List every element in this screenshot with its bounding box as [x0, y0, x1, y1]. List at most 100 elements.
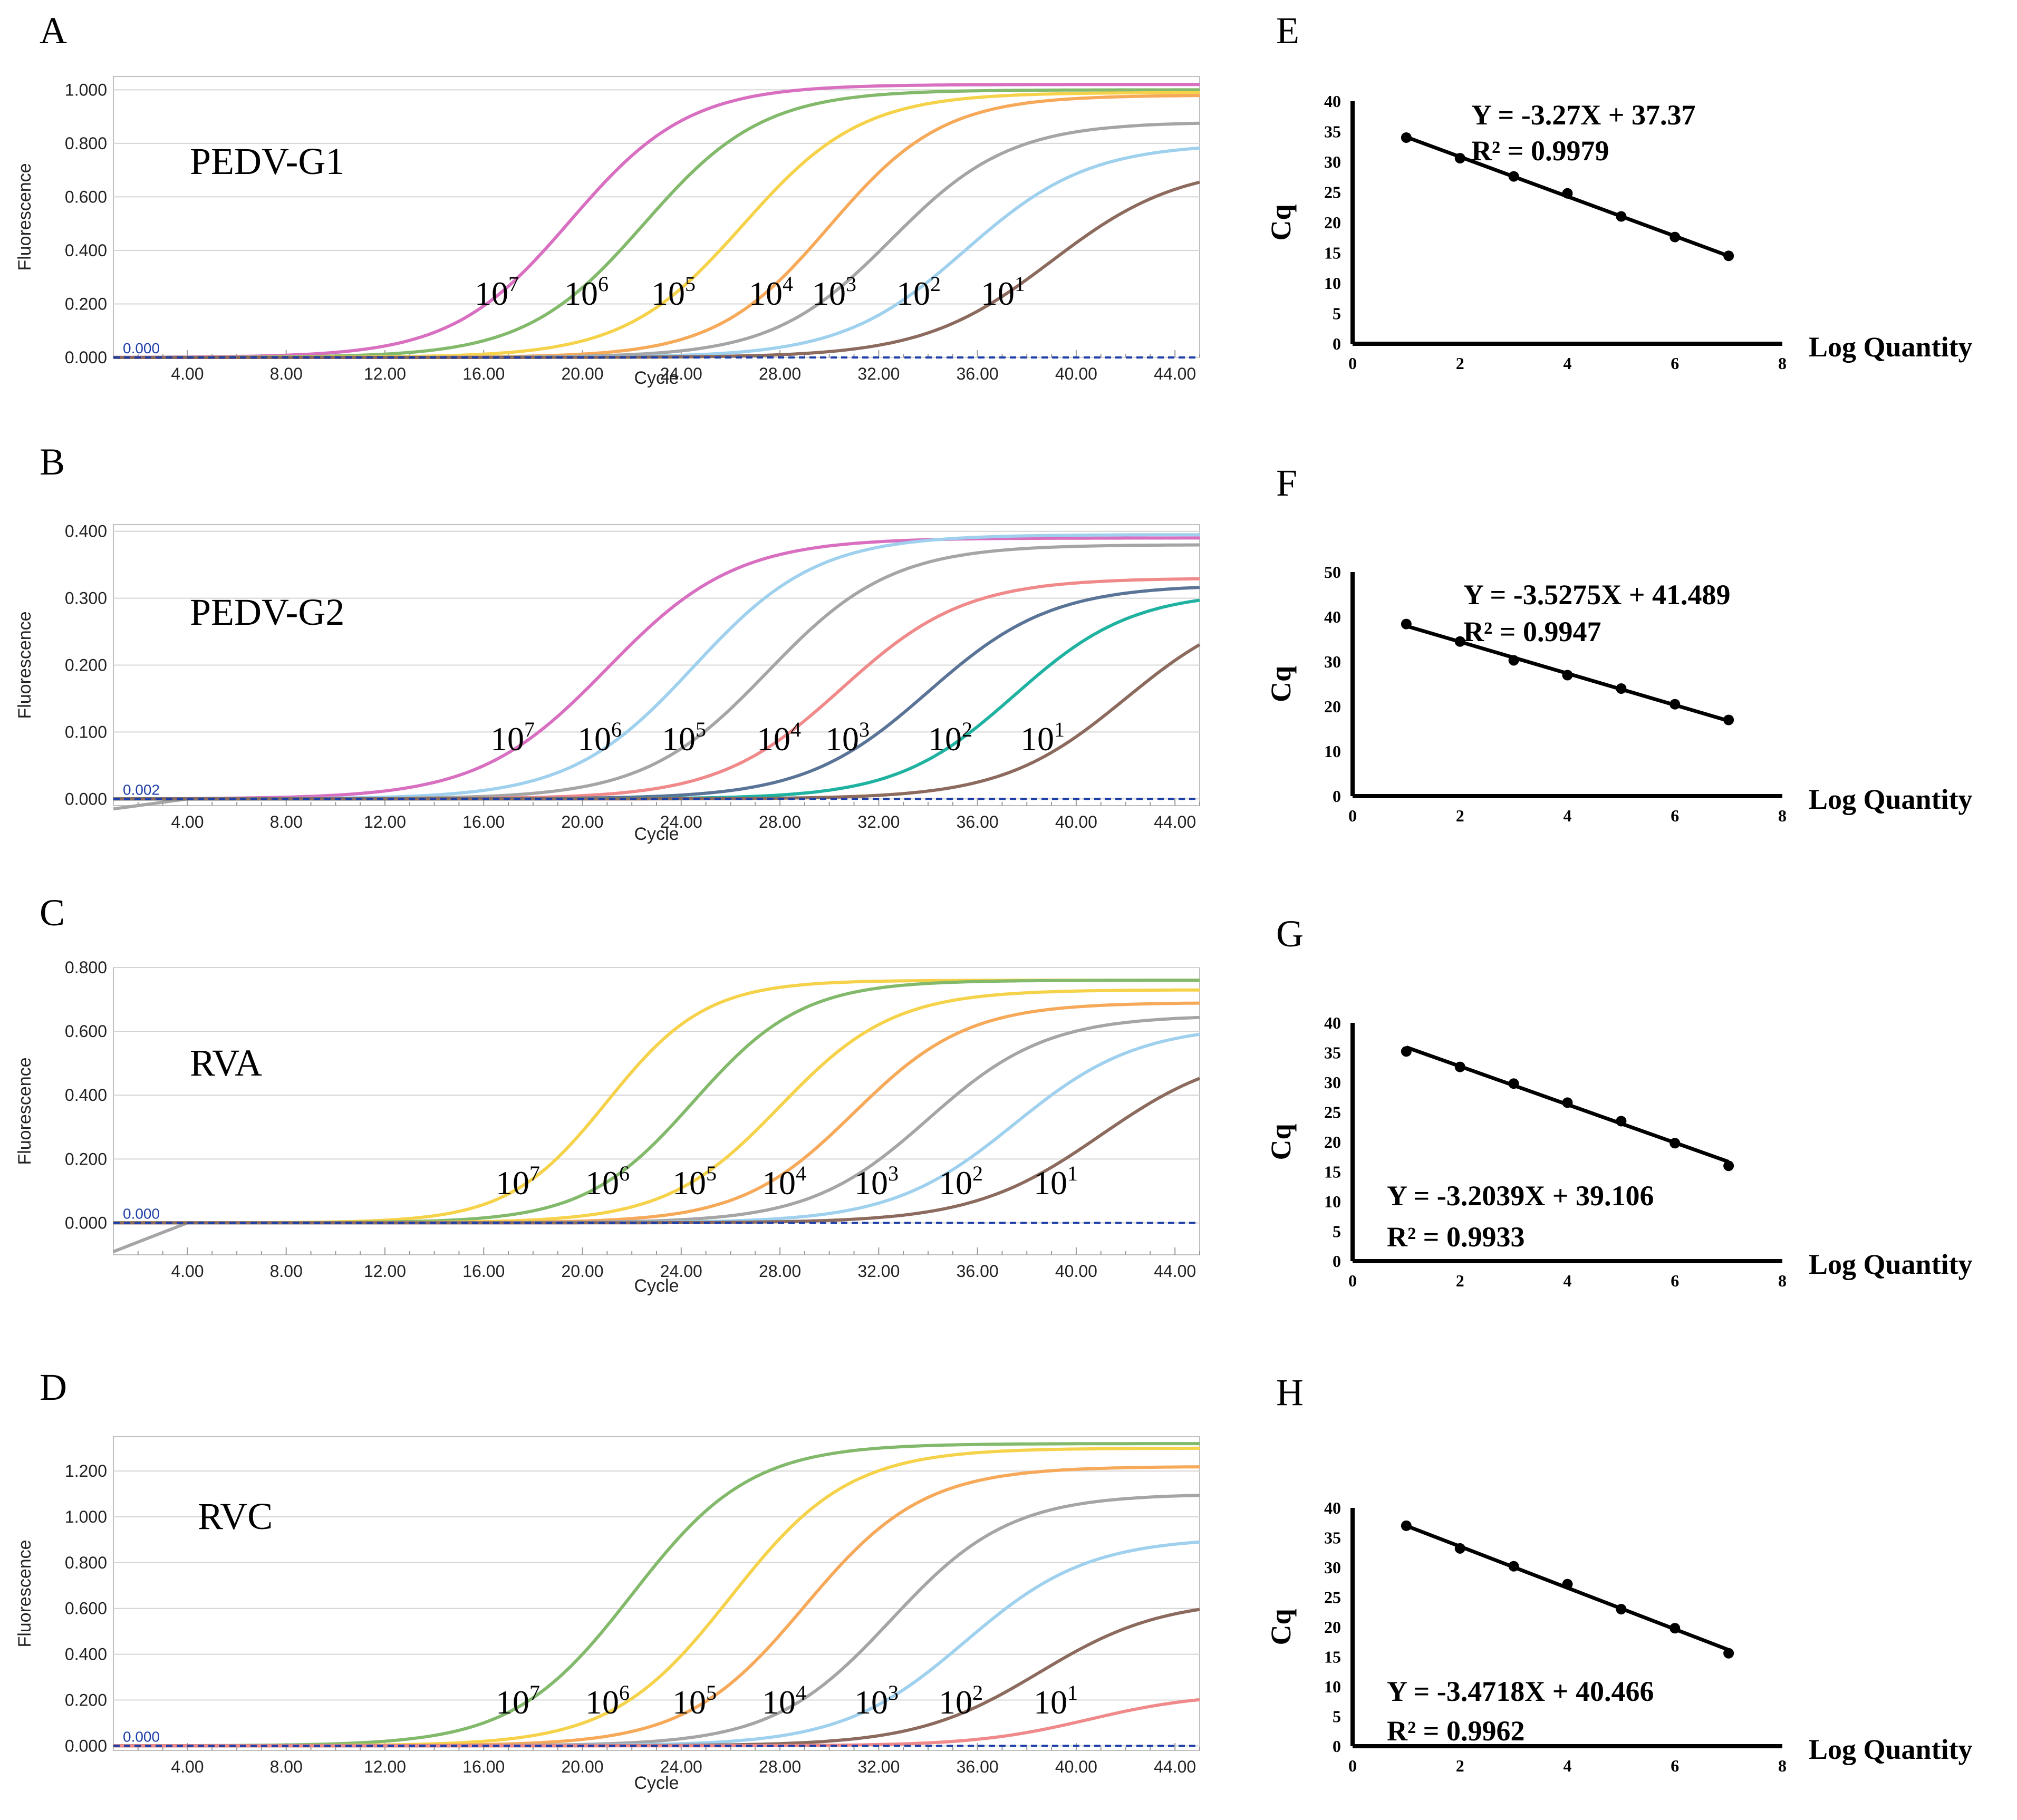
- x-tick-label: 28.00: [759, 1262, 801, 1281]
- concentration-base: 10: [762, 1683, 796, 1721]
- r-squared: R² = 0.9933: [1387, 1221, 1524, 1253]
- y-tick-label: 1.000: [65, 1507, 107, 1526]
- concentration-base: 10: [939, 1164, 972, 1202]
- concentration-base: 10: [854, 1683, 888, 1721]
- data-point: [1669, 1623, 1681, 1634]
- data-point: [1401, 132, 1412, 143]
- plot-area: [113, 1436, 1200, 1751]
- concentration-exponent: 5: [696, 718, 706, 741]
- x-tick-label: 28.00: [759, 812, 801, 831]
- y-axis-label: Cq: [1265, 666, 1297, 702]
- concentration-label: 104: [762, 1161, 806, 1202]
- concentration-label: 101: [1020, 718, 1065, 758]
- concentration-exponent: 3: [846, 272, 856, 296]
- concentration-exponent: 6: [619, 1681, 630, 1705]
- x-tick-label: 16.00: [462, 364, 505, 383]
- y-tick-label: 0.800: [65, 1553, 107, 1572]
- concentration-label: 103: [854, 1161, 899, 1202]
- x-tick-label: 12.00: [364, 812, 406, 831]
- x-tick-label: 16.00: [462, 812, 505, 831]
- concentration-exponent: 7: [529, 1161, 540, 1185]
- concentration-base: 10: [757, 720, 790, 758]
- y-tick-label: 0: [1333, 1252, 1341, 1271]
- y-tick-label: 5: [1333, 304, 1341, 323]
- x-tick-label: 44.00: [1154, 1757, 1196, 1776]
- threshold-label: 0.000: [123, 1205, 160, 1222]
- concentration-exponent: 3: [888, 1681, 899, 1705]
- y-tick-label: 5: [1333, 1222, 1341, 1241]
- x-axis-label: Cycle: [634, 824, 679, 844]
- x-tick-label: 8: [1778, 354, 1787, 373]
- amplification-panel-D: D 0.000 0.200 0.400 0.600 0.800 1.000 1.200 4.00…: [15, 1366, 1200, 1793]
- r-squared: R² = 0.9962: [1387, 1715, 1524, 1747]
- y-tick-label: 0.400: [65, 1645, 107, 1664]
- x-tick-label: 20.00: [562, 812, 604, 831]
- x-tick-label: 12.00: [364, 1262, 406, 1281]
- x-tick-label: 36.00: [957, 364, 999, 383]
- y-tick-label: 40: [1324, 607, 1341, 626]
- x-tick-label: 4.00: [171, 364, 204, 383]
- concentration-label: 107: [496, 1161, 540, 1202]
- x-axis-label: Log Quantity: [1809, 783, 1973, 815]
- y-axis-label: Cq: [1265, 1124, 1297, 1160]
- concentration-base: 10: [762, 1164, 796, 1202]
- x-tick-label: 28.00: [759, 1757, 801, 1776]
- x-axis-label: Cycle: [634, 368, 679, 388]
- data-point: [1401, 1046, 1412, 1057]
- data-point: [1454, 636, 1465, 647]
- x-tick-label: 24.00: [660, 1757, 702, 1776]
- y-tick-label: 0: [1333, 334, 1341, 353]
- concentration-base: 10: [1034, 1683, 1067, 1721]
- curve-10^7: [113, 83, 1200, 359]
- regression-equation: Y = -3.2039X + 39.106: [1387, 1180, 1654, 1212]
- x-axis-label: Log Quantity: [1809, 1248, 1973, 1280]
- concentration-base: 10: [749, 275, 783, 312]
- data-point: [1562, 188, 1573, 199]
- regression-equation: Y = -3.4718X + 40.466: [1387, 1676, 1654, 1707]
- x-tick-label: 8.00: [270, 1757, 303, 1776]
- x-tick-label: 2: [1456, 806, 1464, 825]
- y-tick-label: 35: [1324, 1528, 1341, 1547]
- x-tick-label: 32.00: [857, 1262, 900, 1281]
- concentration-label: 101: [1034, 1681, 1078, 1721]
- y-tick-label: 0.800: [65, 134, 107, 153]
- threshold-label: 0.002: [123, 781, 160, 798]
- concentration-exponent: 4: [790, 718, 801, 741]
- concentration-base: 10: [490, 720, 524, 758]
- x-tick-label: 4: [1564, 1271, 1572, 1290]
- y-tick-label: 0.100: [65, 722, 107, 741]
- data-point: [1669, 231, 1681, 243]
- concentration-exponent: 6: [598, 272, 609, 296]
- y-axis-label: Fluorescence: [15, 611, 35, 719]
- concentration-base: 10: [585, 1164, 619, 1202]
- panel-letter: C: [40, 892, 65, 934]
- concentration-label: 107: [496, 1681, 540, 1721]
- y-tick-label: 20: [1324, 1132, 1341, 1151]
- x-tick-label: 8.00: [270, 1262, 303, 1281]
- concentration-base: 10: [672, 1683, 706, 1721]
- concentration-base: 10: [672, 1164, 706, 1202]
- concentration-base: 10: [825, 720, 859, 758]
- y-tick-label: 0.000: [65, 1736, 107, 1755]
- concentration-label: 106: [577, 718, 622, 758]
- data-point: [1723, 714, 1734, 725]
- y-axis-label: Fluorescence: [15, 1057, 35, 1165]
- x-tick-label: 24.00: [660, 812, 702, 831]
- concentration-exponent: 3: [888, 1161, 899, 1185]
- x-axis-label: Log Quantity: [1809, 331, 1973, 363]
- y-tick-label: 30: [1324, 652, 1341, 671]
- x-tick-label: 40.00: [1055, 812, 1097, 831]
- y-axis-label: Fluorescence: [15, 1540, 35, 1647]
- y-tick-label: 0: [1333, 787, 1341, 806]
- data-point: [1616, 1116, 1627, 1127]
- y-tick-label: 15: [1324, 244, 1341, 263]
- x-tick-label: 20.00: [562, 1757, 604, 1776]
- x-tick-label: 4.00: [171, 812, 204, 831]
- data-point: [1669, 699, 1681, 710]
- concentration-label: 105: [651, 272, 696, 312]
- y-tick-label: 0.300: [65, 589, 107, 608]
- concentration-exponent: 1: [1067, 1681, 1078, 1705]
- concentration-base: 10: [662, 720, 696, 758]
- y-tick-label: 30: [1324, 1558, 1341, 1577]
- concentration-base: 10: [981, 275, 1015, 312]
